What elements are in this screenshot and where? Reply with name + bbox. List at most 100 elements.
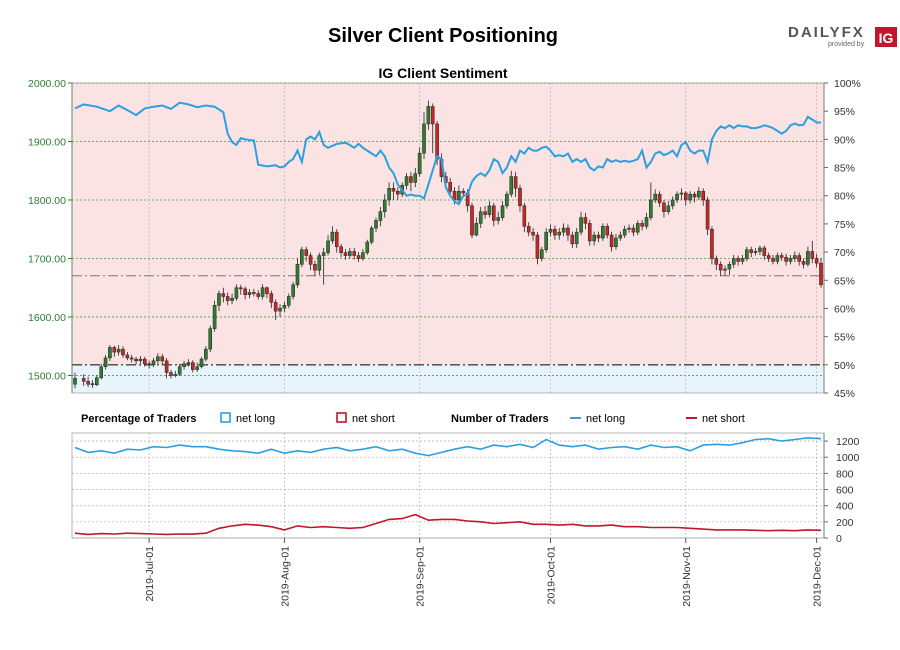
pct-tick-label: 90%	[834, 134, 855, 146]
candle-body	[238, 287, 243, 290]
candle-body	[129, 357, 134, 360]
candle-body	[247, 292, 252, 295]
candle-body	[596, 234, 601, 239]
candle-body	[718, 264, 723, 271]
pct-tick-label: 100%	[834, 78, 861, 90]
candle-body	[496, 217, 500, 221]
candle-body	[391, 188, 396, 192]
traders-tick-label: 400	[836, 501, 854, 513]
price-panel-frame	[71, 82, 825, 394]
candle-body	[535, 234, 540, 259]
candlesticks	[73, 100, 823, 389]
candle-body	[361, 252, 365, 259]
candle-body	[727, 264, 732, 270]
candle-body	[413, 173, 418, 183]
candle-body	[814, 258, 819, 264]
candle-body	[771, 258, 775, 262]
candle-body	[705, 199, 710, 230]
traders-panel: 0 200 400 600 800 1000 1200	[71, 432, 860, 545]
candle-body	[374, 220, 378, 229]
candle-body	[169, 372, 173, 376]
candle-body	[714, 258, 719, 265]
candle-body	[736, 258, 740, 262]
price-tick-label: 1900.00	[28, 136, 66, 148]
traders-tick-label: 1000	[836, 452, 860, 464]
legend-pct-long-swatch	[220, 412, 231, 423]
candle-body	[95, 377, 99, 386]
pct-tick-label: 85%	[834, 163, 855, 175]
candle-body	[801, 261, 806, 265]
candle-body	[134, 358, 138, 362]
price-panel: 1500.00 1600.00 1700.00 1800.00 1900.00 2000.…	[28, 78, 861, 400]
candle-body	[378, 211, 383, 221]
candle-body	[173, 374, 178, 376]
candle-body	[657, 193, 662, 204]
candle-body	[478, 211, 483, 224]
candle-body	[278, 307, 282, 312]
candle-body	[492, 205, 496, 221]
candle-body	[208, 328, 213, 350]
candle-body	[448, 182, 452, 192]
candle-body	[422, 123, 426, 154]
candle-body	[775, 255, 780, 262]
price-tick-label: 1500.00	[28, 370, 66, 382]
candle-body	[797, 255, 801, 262]
candle-body	[561, 227, 566, 233]
legend: Percentage of Traders net long net short…	[81, 412, 745, 425]
candle-body	[574, 231, 579, 245]
candle-body	[513, 176, 518, 189]
candle-body	[635, 223, 640, 233]
net-short-count-line	[74, 513, 822, 536]
reference-lines	[72, 275, 824, 366]
candle-body	[269, 293, 274, 303]
candle-body	[260, 287, 265, 297]
traders-tick-label: 600	[836, 485, 854, 497]
candle-body	[579, 217, 583, 233]
candle-body	[243, 288, 247, 295]
price-tick-label: 1800.00	[28, 195, 66, 207]
price-tick-label: 1600.00	[28, 312, 66, 324]
pct-tick-label: 70%	[834, 247, 855, 259]
candle-body	[675, 193, 679, 201]
candle-body	[225, 296, 230, 301]
candle-body	[605, 226, 610, 236]
legend-number-heading: Number of Traders	[451, 413, 549, 425]
short-zone	[72, 83, 824, 365]
traders-tick-label: 0	[836, 533, 842, 545]
candle-body	[265, 287, 269, 294]
price-tick-label: 2000.00	[28, 78, 66, 90]
candle-body	[186, 362, 191, 365]
candle-body	[762, 247, 767, 256]
pct-tick-label: 75%	[834, 219, 855, 231]
candle-body	[553, 228, 557, 236]
price-axis-left: 1500.00 1600.00 1700.00 1800.00 1900.00 2000.…	[28, 78, 73, 393]
candle-body	[644, 217, 649, 227]
candle-body	[343, 252, 348, 256]
candle-body	[810, 251, 815, 259]
pct-tick-label: 55%	[834, 332, 855, 344]
candle-body	[256, 293, 261, 297]
legend-percentage-heading: Percentage of Traders	[81, 413, 197, 425]
date-axis: 2019-Jul-01 2019-Aug-01 2019-Sep-01 2019-Oc…	[144, 538, 824, 607]
candle-body	[313, 264, 317, 271]
candle-body	[566, 227, 570, 236]
logo-badge: IG	[879, 30, 894, 46]
candle-body	[592, 234, 596, 242]
candle-body	[234, 287, 239, 299]
candle-body	[779, 255, 784, 258]
candle-body	[683, 192, 688, 201]
candle-body	[182, 363, 186, 367]
candle-body	[753, 251, 758, 253]
candle-body	[788, 258, 793, 262]
candle-body	[697, 190, 701, 198]
candle-body	[470, 205, 474, 236]
candle-body	[649, 199, 653, 218]
candle-body	[806, 251, 810, 265]
candle-body	[121, 348, 125, 356]
candle-body	[457, 190, 461, 201]
candle-body	[740, 258, 745, 262]
traders-axis-right: 0 200 400 600 800 1000 1200	[823, 433, 860, 545]
candle-body	[500, 205, 505, 218]
candle-body	[819, 262, 823, 286]
candle-body	[326, 240, 330, 253]
